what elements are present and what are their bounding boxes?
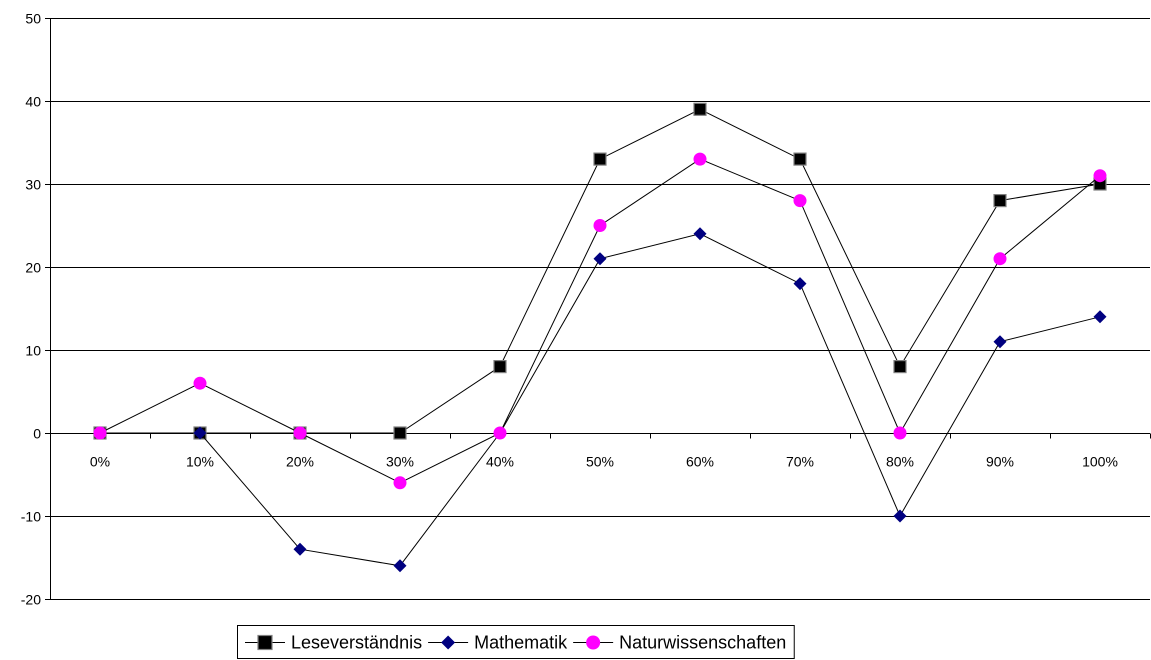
y-tick-label: 40 xyxy=(25,94,41,110)
data-point xyxy=(393,426,407,440)
data-point xyxy=(693,152,707,166)
data-point xyxy=(593,219,607,232)
x-tick-label: 0% xyxy=(90,454,110,470)
x-tick-label: 60% xyxy=(686,454,714,470)
data-point xyxy=(793,152,807,166)
axes: -20 -10 0 10 20 30 40 50 0% 10% 20% 30% 40% 50% 60% 70%… xyxy=(21,11,1151,608)
y-tick-label: -10 xyxy=(21,509,41,525)
legend-item: Mathematik xyxy=(428,633,568,653)
y-tick-label: 30 xyxy=(25,177,41,193)
data-point xyxy=(793,194,807,208)
y-tick-label: -20 xyxy=(21,592,41,608)
data-point xyxy=(893,509,907,523)
x-tick-label: 90% xyxy=(986,454,1014,470)
data-point xyxy=(893,426,907,440)
data-point xyxy=(493,360,507,374)
data-point xyxy=(593,152,607,166)
data-point xyxy=(293,426,307,440)
series-3 xyxy=(93,152,1107,490)
data-point xyxy=(993,252,1007,266)
y-tick-label: 0 xyxy=(33,426,41,442)
data-point xyxy=(1093,310,1107,324)
x-tick-label: 50% xyxy=(586,454,614,470)
legend-item: Leseverständnis xyxy=(245,633,422,653)
x-tick-label: 70% xyxy=(786,454,814,470)
y-tick-label: 20 xyxy=(25,260,41,276)
data-point xyxy=(393,476,407,490)
series-2 xyxy=(93,227,1107,573)
data-point xyxy=(893,360,907,374)
legend-label: Leseverständnis xyxy=(291,633,422,653)
data-point xyxy=(441,635,456,650)
data-point xyxy=(593,252,607,266)
x-tick-label: 80% xyxy=(886,454,914,470)
legend-item: Naturwissenschaften xyxy=(573,633,786,653)
data-point xyxy=(993,194,1007,208)
x-tick-label: 100% xyxy=(1082,454,1118,470)
legend-label: Mathematik xyxy=(474,633,568,653)
gridlines xyxy=(50,18,1150,600)
x-tick-label: 40% xyxy=(486,454,514,470)
x-tick-label: 30% xyxy=(386,454,414,470)
data-point xyxy=(257,634,273,651)
data-point xyxy=(1093,169,1107,183)
x-tick-label: 20% xyxy=(286,454,314,470)
data-point xyxy=(393,559,407,573)
data-point xyxy=(193,426,207,440)
data-point xyxy=(586,635,601,650)
data-point xyxy=(93,426,107,440)
series-1 xyxy=(93,102,1107,440)
data-point xyxy=(793,277,807,291)
legend-label: Naturwissenschaften xyxy=(619,633,786,653)
data-point xyxy=(993,335,1007,349)
y-tick-label: 50 xyxy=(25,11,41,27)
y-tick-label: 10 xyxy=(25,343,41,359)
data-point xyxy=(193,376,207,390)
data-point xyxy=(693,227,707,241)
data-point xyxy=(493,426,507,440)
legend-box xyxy=(237,625,795,659)
data-point xyxy=(293,542,307,556)
data-point xyxy=(693,102,707,116)
x-tick-label: 10% xyxy=(186,454,214,470)
legend: Leseverständnis Mathematik Naturwissenscha… xyxy=(237,625,795,659)
series-group xyxy=(93,102,1107,573)
